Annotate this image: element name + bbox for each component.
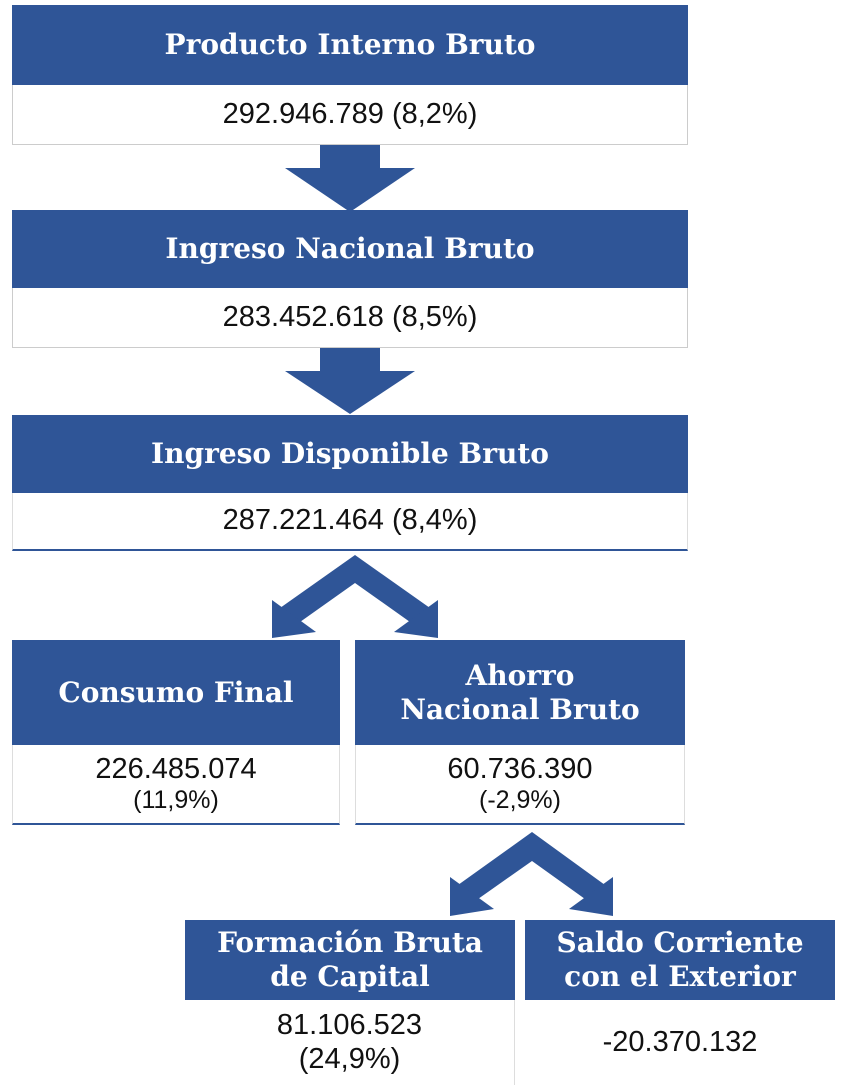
node-value: 283.452.618 (8,5%) bbox=[222, 300, 478, 333]
node-value-box: 226.485.074 (11,9%) bbox=[12, 745, 340, 825]
node-title: Ingreso Nacional Bruto bbox=[12, 210, 688, 288]
arrow-down bbox=[285, 145, 415, 212]
node-change: (-2,9%) bbox=[479, 786, 561, 815]
node-change: (11,9%) bbox=[133, 786, 219, 815]
node-value-box: 283.452.618 (8,5%) bbox=[12, 288, 688, 348]
node-title: Saldo Corriente con el Exterior bbox=[525, 920, 835, 1000]
split-arrow bbox=[272, 555, 438, 638]
node-title: Producto Interno Bruto bbox=[12, 5, 688, 85]
node-value-box: 292.946.789 (8,2%) bbox=[12, 85, 688, 145]
node-value: 60.736.390 bbox=[447, 752, 593, 785]
node-title: Ahorro Nacional Bruto bbox=[355, 640, 685, 745]
node-value: -20.370.132 bbox=[602, 1025, 758, 1058]
node-value: 81.106.523 bbox=[276, 1009, 423, 1042]
node-value-box: -20.370.132 bbox=[525, 1000, 835, 1085]
node-value: 226.485.074 bbox=[95, 752, 257, 785]
node-value-box: 287.221.464 (8,4%) bbox=[12, 493, 688, 551]
node-value: 292.946.789 (8,2%) bbox=[222, 97, 478, 130]
arrow-down bbox=[285, 348, 415, 414]
split-arrow bbox=[450, 832, 613, 916]
node-title: Formación Bruta de Capital bbox=[185, 920, 515, 1000]
node-value: 287.221.464 (8,4%) bbox=[222, 504, 478, 537]
node-change: (24,9%) bbox=[298, 1042, 401, 1075]
node-value-box: 60.736.390 (-2,9%) bbox=[355, 745, 685, 825]
node-title: Ingreso Disponible Bruto bbox=[12, 415, 688, 493]
node-value-box: 81.106.523 (24,9%) bbox=[185, 1000, 515, 1085]
node-title: Consumo Final bbox=[12, 640, 340, 745]
